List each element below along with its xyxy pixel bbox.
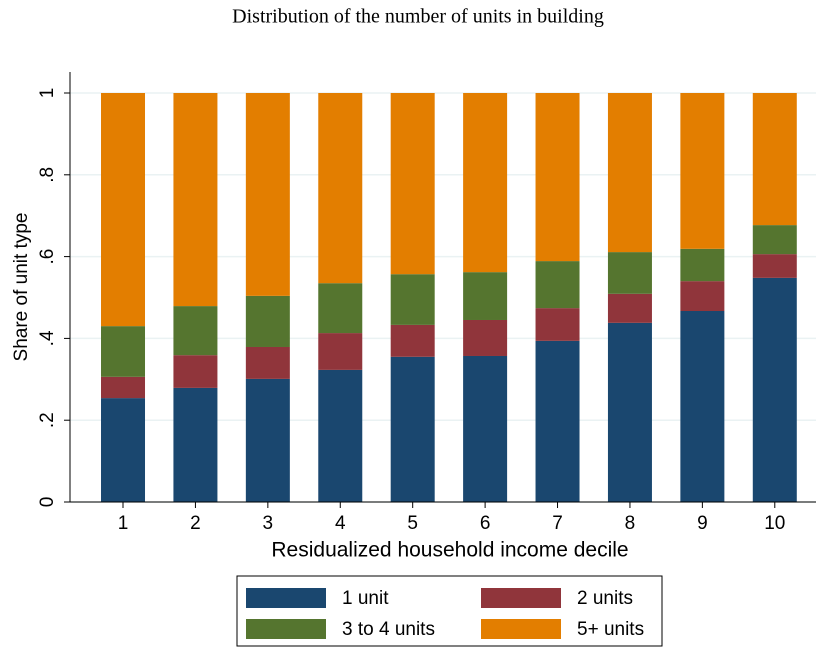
y-tick-label: .6 [37,249,58,265]
x-tick-label: 9 [697,513,708,534]
legend-label: 1 unit [342,588,389,609]
bar-segment [752,225,797,255]
x-tick-label: 4 [335,513,346,534]
y-tick-label: .4 [37,330,58,346]
bar-segment [390,324,435,357]
bar-segment [463,93,508,273]
chart-title: Distribution of the number of units in b… [232,6,604,28]
bar-segment [318,283,363,334]
bar-segment [752,93,797,226]
bar-segment [245,346,290,379]
x-tick-label: 5 [407,513,418,534]
y-tick-label: .2 [37,412,58,428]
bar-segment [752,254,797,278]
bar-segment [101,326,146,377]
x-tick-label: 2 [190,513,201,534]
bar-segment [101,376,146,399]
bar-segment [463,355,508,502]
bar-segment [680,310,725,502]
bar-segment [318,369,363,502]
bar-segment [173,306,218,356]
x-tick-label: 8 [625,513,636,534]
legend-swatch [481,588,561,608]
x-tick-label: 1 [118,513,129,534]
bar-segment [752,277,797,502]
bar-segment [318,93,363,284]
bar-segment [463,272,508,320]
bar-segment [535,261,580,309]
bar-segment [173,93,218,307]
x-tick-label: 7 [552,513,563,534]
bar-segment [607,93,652,253]
bar-segment [607,322,652,502]
bar-segment [535,308,580,341]
bar-segment [245,295,290,347]
bar-segment [535,93,580,262]
bar-segment [680,281,725,311]
bar-segment [101,398,146,502]
bar-segment [390,356,435,502]
y-tick-label: .8 [37,167,58,183]
y-tick-label: 1 [37,88,58,99]
bar-segment [101,93,146,327]
x-tick-label: 10 [764,513,785,534]
bar-segment [245,378,290,502]
x-tick-label: 6 [480,513,491,534]
y-axis-title: Share of unit type [11,213,32,362]
legend-label: 3 to 4 units [342,619,435,640]
legend-label: 2 units [577,588,633,609]
bar-segment [607,293,652,323]
bar-segment [390,93,435,275]
bar-segment [318,333,363,370]
bar-segment [173,387,218,502]
bar-segment [535,340,580,502]
bar-segment [680,93,725,249]
bar-segment [390,274,435,325]
bar-segment [680,248,725,282]
bar-segment [173,355,218,388]
x-axis-title: Residualized household income decile [271,539,628,562]
legend-label: 5+ units [577,619,644,640]
x-tick-label: 3 [263,513,274,534]
bar-segment [463,319,508,356]
legend-swatch [481,619,561,639]
legend-swatch [246,619,326,639]
bar-segment [607,252,652,294]
legend-swatch [246,588,326,608]
bar-segment [245,93,290,296]
y-tick-label: 0 [37,497,58,508]
